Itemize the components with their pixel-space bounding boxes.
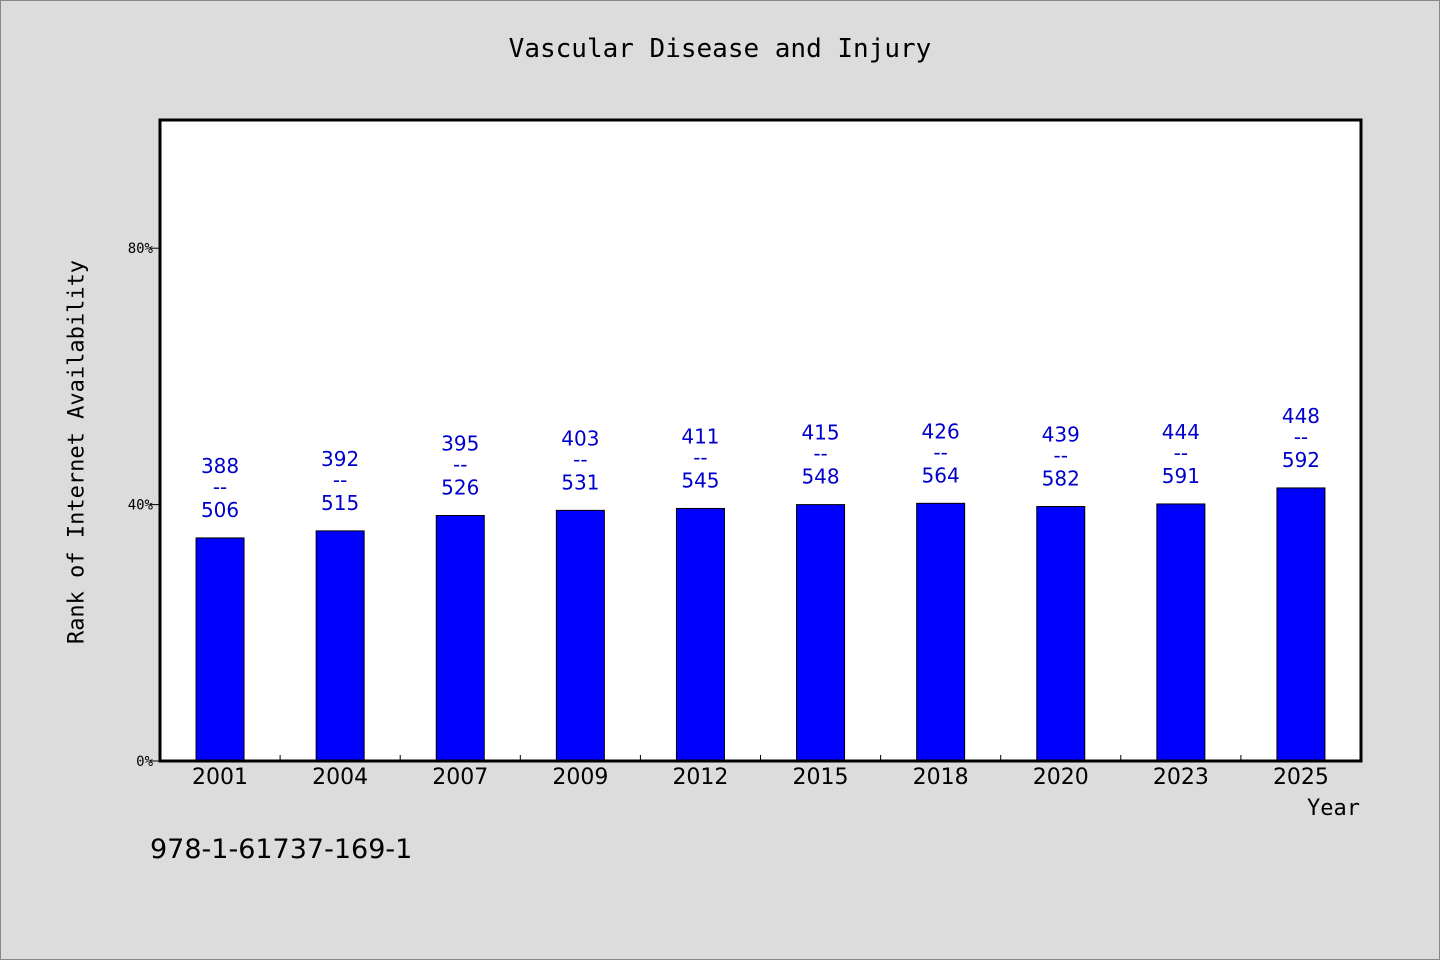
data-label-top-2001: 388	[201, 454, 239, 478]
data-label-top-2018: 426	[922, 419, 960, 443]
bar-2015	[796, 504, 846, 762]
x-tick-label-2007: 2007	[432, 765, 488, 790]
x-tick-label-2023: 2023	[1153, 765, 1209, 790]
bar-2018	[916, 502, 966, 762]
x-tick-label-2025: 2025	[1273, 765, 1329, 790]
data-label-sep-2015: --	[813, 442, 827, 466]
data-label-top-2023: 444	[1162, 420, 1200, 444]
isbn-footnote: 978-1-61737-169-1	[150, 834, 413, 865]
data-label-sep-2012: --	[693, 445, 707, 469]
data-label-sep-2020: --	[1054, 444, 1068, 468]
y-tick-label-40: 40%	[128, 498, 154, 514]
data-label-bottom-2012: 545	[681, 468, 719, 492]
data-label-top-2007: 395	[441, 431, 479, 455]
data-label-bottom-2020: 582	[1042, 467, 1080, 491]
data-label-bottom-2001: 506	[201, 498, 239, 522]
data-label-bottom-2018: 564	[922, 463, 960, 487]
data-label-top-2025: 448	[1282, 404, 1320, 428]
data-label-sep-2009: --	[573, 447, 587, 471]
x-tick-label-2001: 2001	[192, 765, 248, 790]
data-label-sep-2004: --	[333, 468, 347, 492]
data-label-top-2009: 403	[561, 426, 599, 450]
bar-2012	[675, 507, 725, 762]
x-tick-label-2015: 2015	[793, 765, 849, 790]
bar-2025	[1276, 487, 1326, 762]
bar-2009	[555, 509, 605, 762]
x-tick-label-2018: 2018	[913, 765, 969, 790]
data-label-bottom-2009: 531	[561, 470, 599, 494]
data-label-sep-2025: --	[1294, 425, 1308, 449]
data-label-bottom-2015: 548	[801, 465, 839, 489]
bar-2004	[315, 530, 365, 762]
data-label-sep-2007: --	[453, 452, 467, 476]
bar-2007	[435, 514, 485, 762]
y-tick-label-80: 80%	[128, 241, 154, 257]
y-tick-label-0: 0%	[136, 754, 153, 770]
data-label-top-2015: 415	[801, 421, 839, 445]
x-axis-label: Year	[1307, 796, 1360, 821]
x-tick-label-2020: 2020	[1033, 765, 1089, 790]
data-label-top-2004: 392	[321, 447, 359, 471]
bar-2020	[1036, 506, 1086, 762]
x-tick-label-2004: 2004	[312, 765, 368, 790]
x-tick-label-2012: 2012	[672, 765, 728, 790]
bar-2023	[1156, 503, 1206, 762]
data-label-top-2012: 411	[681, 424, 719, 448]
plot-border	[158, 118, 1363, 763]
x-tick-label-2009: 2009	[552, 765, 608, 790]
chart-title: Vascular Disease and Injury	[508, 34, 932, 64]
y-axis: 0% 40% 80%	[128, 241, 160, 770]
data-labels: 388--506392--515395--526403--531411--545…	[201, 404, 1320, 522]
data-label-sep-2001: --	[213, 475, 227, 499]
data-label-bottom-2004: 515	[321, 491, 359, 515]
data-label-sep-2023: --	[1174, 441, 1188, 465]
x-axis: 2001 2004 2007 2009 2012 2015 2018 2020 2023 2025	[192, 755, 1329, 790]
bars-layer	[195, 487, 1326, 762]
data-label-top-2020: 439	[1042, 423, 1080, 447]
data-label-bottom-2007: 526	[441, 475, 479, 499]
data-label-bottom-2025: 592	[1282, 448, 1320, 472]
bar-2001	[195, 537, 245, 762]
data-label-sep-2018: --	[933, 440, 947, 464]
data-label-bottom-2023: 591	[1162, 464, 1200, 488]
